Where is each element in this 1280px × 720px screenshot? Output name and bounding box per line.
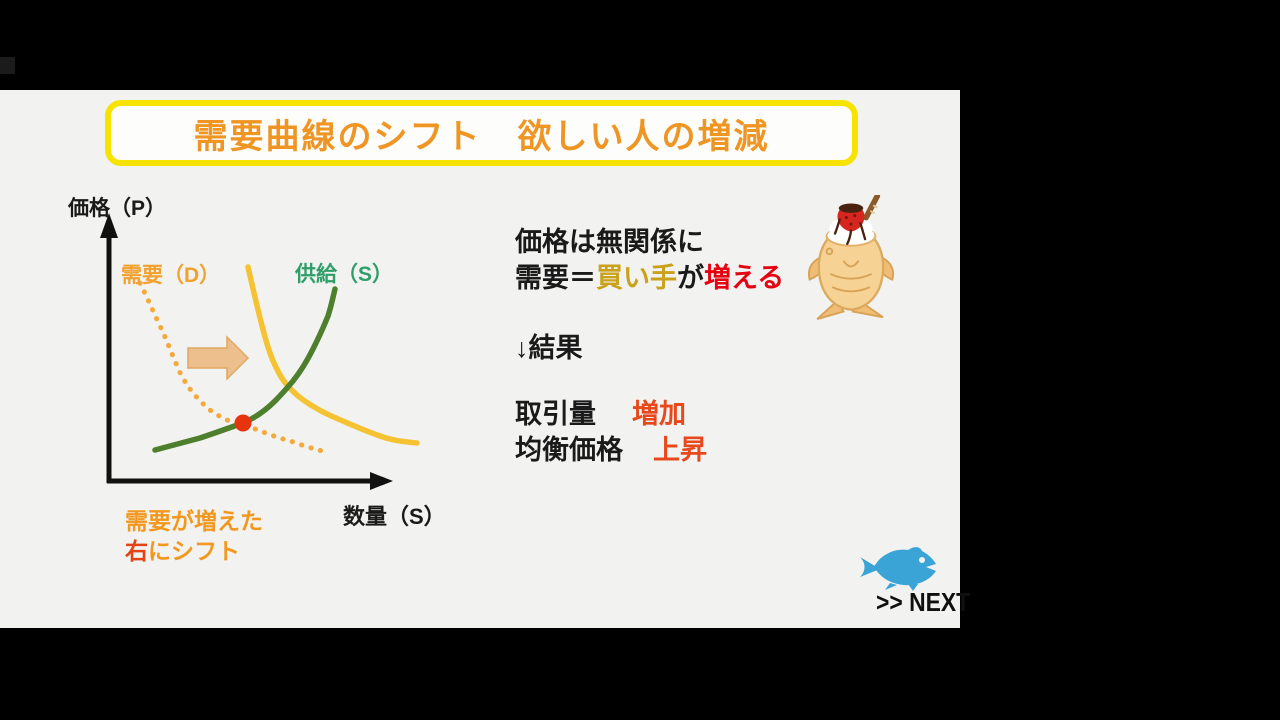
slide-title: 需要曲線のシフト 欲しい人の増減: [193, 117, 770, 156]
y-axis-label: 価格（P）: [67, 196, 166, 220]
next-button[interactable]: >> NEXT: [876, 587, 971, 617]
shift-note-rest: にシフト: [148, 538, 240, 564]
result-row-quantity: 取引量 増加: [515, 392, 686, 431]
taiyaki-icon: [808, 195, 894, 320]
slide-title-box: 需要曲線のシフト 欲しい人の増減: [105, 100, 858, 166]
x-axis-label: 数量（S）: [343, 504, 446, 529]
supply-curve: [152, 286, 338, 453]
slide-panel: 需要曲線のシフト 欲しい人の増減 価格（P） 需要（D） 供給（S） 数量（S）: [0, 90, 970, 628]
demand-curve-label: 需要（D）: [121, 263, 220, 287]
shift-note: 需要が増えた 右にシフト: [125, 506, 263, 566]
fish-icon: [860, 547, 936, 591]
line2-increase: 増える: [704, 263, 785, 293]
shift-note-emphasis: 右: [125, 538, 148, 564]
shift-note-line2: 右にシフト: [125, 536, 263, 566]
line2-buyers: 買い手: [596, 263, 677, 293]
result1-label: 取引量: [515, 399, 596, 429]
equilibrium-point: [234, 414, 252, 432]
result1-value: 増加: [632, 399, 686, 429]
result2-value: 上昇: [653, 435, 707, 465]
supply-demand-diagram: 価格（P） 需要（D） 供給（S） 数量（S）: [67, 196, 446, 529]
x-axis-arrowhead-icon: [370, 472, 393, 490]
explanation-line1: 価格は無関係に: [515, 227, 704, 257]
result-row-price: 均衡価格 上昇: [515, 428, 707, 467]
demand-curve-original: [137, 280, 331, 455]
line2-middle: が: [677, 263, 704, 293]
y-axis-arrowhead-icon: [100, 213, 118, 238]
demand-curve-shifted: [245, 264, 420, 446]
result-heading: ↓結果: [515, 333, 583, 363]
video-artifact: [0, 57, 15, 74]
shift-note-line1: 需要が増えた: [125, 508, 263, 534]
line2-prefix: 需要＝: [515, 263, 596, 293]
right-shift-arrow-icon: [187, 335, 250, 381]
supply-curve-label: 供給（S）: [294, 262, 393, 286]
explanation-line2: 需要＝買い手が増える: [515, 256, 784, 295]
result2-label: 均衡価格: [515, 435, 623, 465]
